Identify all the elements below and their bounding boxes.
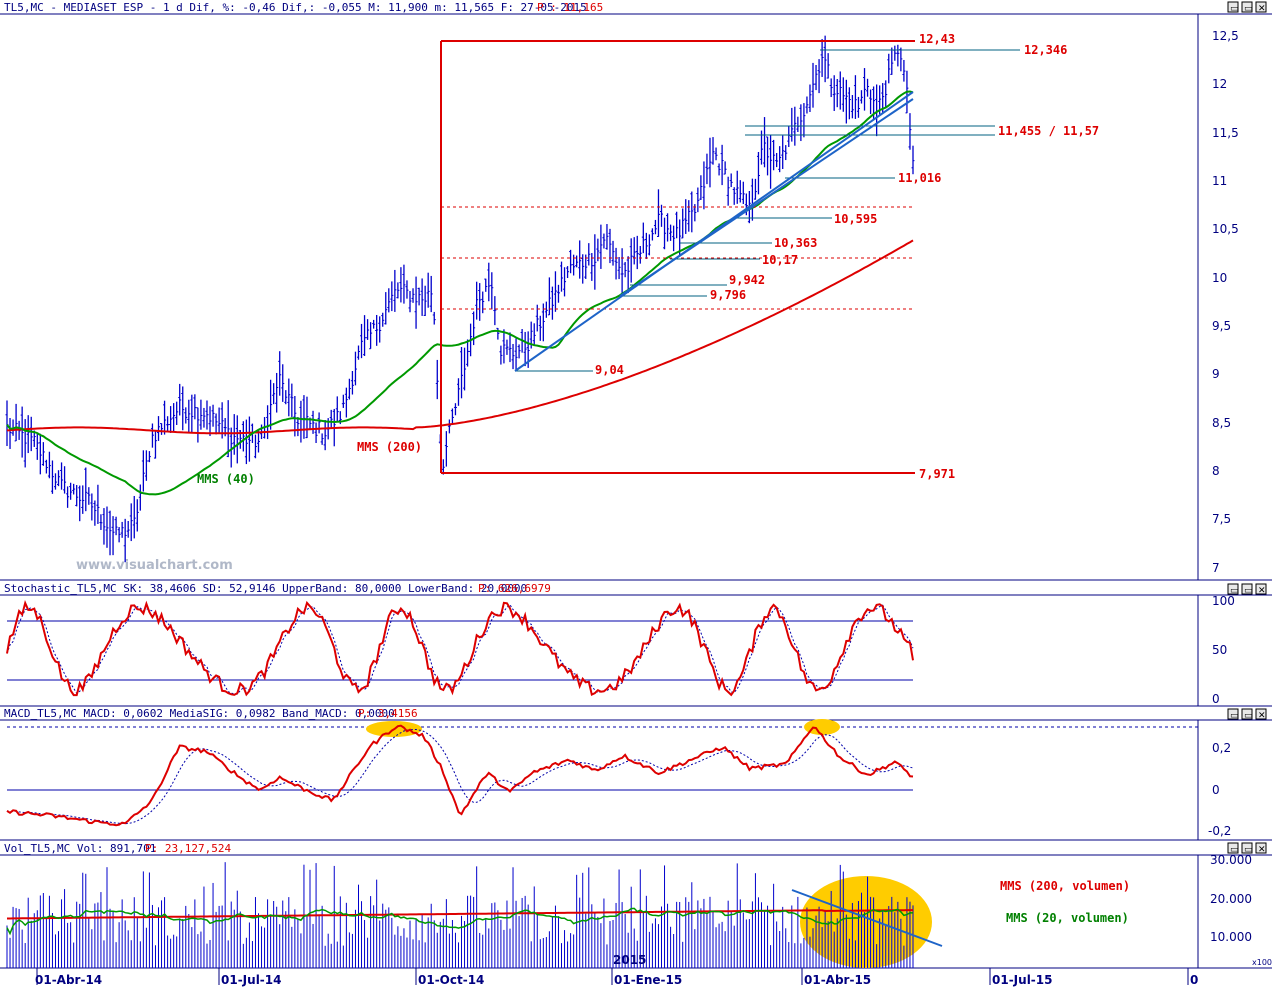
range-box <box>440 40 915 474</box>
x-tick-label: 01-Oct-14 <box>418 973 484 987</box>
macd-y-axis: 0,2 0 -0,2 <box>1208 741 1231 838</box>
stochastic-sd-line <box>6 604 914 695</box>
y-tick-label: 11 <box>1212 174 1227 188</box>
y-tick-label: 10.000 <box>1210 930 1252 944</box>
y-tick-label: 12 <box>1212 77 1227 91</box>
level-label-7-971: 7,971 <box>919 467 955 481</box>
x-tick-label: 01-Abr-15 <box>804 973 871 987</box>
stochastic-panel-header-p: P: 626,6979 <box>478 582 551 595</box>
close-icon[interactable]: ✕ <box>1258 586 1266 596</box>
macd-plot <box>6 724 914 827</box>
trendlines <box>514 91 914 372</box>
y-tick-label: 0,2 <box>1212 741 1231 755</box>
y-tick-label: 100 <box>1212 594 1235 608</box>
maximize-icon[interactable]: ▭ <box>1244 4 1253 14</box>
mms40-label: MMS (40) <box>197 472 255 486</box>
panel-frames <box>0 13 1272 969</box>
level-lines <box>515 49 1020 372</box>
mms40-line <box>6 90 914 496</box>
window-buttons-volume[interactable]: ▭ ▭ ✕ <box>1227 842 1267 855</box>
window-buttons-price[interactable]: ▭ ▭ ✕ <box>1227 1 1267 14</box>
maximize-icon[interactable]: ▭ <box>1244 586 1253 596</box>
level-label-9-796: 9,796 <box>710 288 746 302</box>
close-icon[interactable]: ✕ <box>1258 711 1266 721</box>
level-label-9-04: 9,04 <box>595 363 624 377</box>
y-tick-label: 0 <box>1212 783 1220 797</box>
y-tick-label: 12,5 <box>1212 29 1239 43</box>
y-tick-label: 20.000 <box>1210 892 1252 906</box>
volume-plot <box>6 862 914 968</box>
volume-y-axis: 30.000 20.000 10.000 x100 <box>1210 853 1272 967</box>
y-tick-label: 10 <box>1212 271 1227 285</box>
level-label-9-942: 9,942 <box>729 273 765 287</box>
x-tick-label: 01-Jul-14 <box>221 973 281 987</box>
level-label-12-346: 12,346 <box>1024 43 1067 57</box>
y-tick-label: 0 <box>1212 692 1220 706</box>
volume-panel-header-p: P: 23,127,524 <box>145 842 231 855</box>
y-tick-label: -0,2 <box>1208 824 1231 838</box>
level-label-10-17: 10,17 <box>762 253 798 267</box>
price-y-axis: 12,5 12 11,5 11 10,5 10 9,5 9 8,5 8 7,5 … <box>1212 29 1239 575</box>
volume-panel-header: Vol_TL5,MC Vol: 891,701 <box>4 842 156 855</box>
volume-mms20-line <box>6 907 914 936</box>
y-tick-label: 7 <box>1212 561 1220 575</box>
price-panel-header-p: P : 11,165 <box>537 1 603 14</box>
x-tick-label: 01-Ene-15 <box>614 973 682 987</box>
level-labels: 12,43 12,346 11,455 / 11,57 11,016 10,59… <box>197 32 1099 486</box>
y-tick-label: 9,5 <box>1212 319 1231 333</box>
year-label: 2015 <box>613 953 646 967</box>
y-tick-label: 10,5 <box>1212 222 1239 236</box>
volume-trendline <box>791 889 943 947</box>
y-tick-label: 50 <box>1212 643 1227 657</box>
stochastic-y-axis: 100 50 0 <box>1212 594 1235 706</box>
mms200-line <box>6 239 914 435</box>
minimize-icon[interactable]: ▭ <box>1230 586 1239 596</box>
close-icon[interactable]: ✕ <box>1258 845 1266 855</box>
macd-highlight-2 <box>804 719 840 735</box>
close-icon[interactable]: ✕ <box>1258 4 1266 14</box>
y-tick-label: 30.000 <box>1210 853 1252 867</box>
volume-highlight <box>800 876 932 968</box>
level-label-11-016: 11,016 <box>898 171 941 185</box>
x-tick-label: 0 <box>1190 973 1198 987</box>
macd-panel-header: MACD_TL5,MC MACD: 0,0602 MediaSIG: 0,098… <box>4 707 395 720</box>
macd-panel-header-p: P: 3,4156 <box>358 707 418 720</box>
stochastic-sk-line <box>6 599 914 697</box>
y-tick-label: 11,5 <box>1212 126 1239 140</box>
price-panel-header: TL5,MC - MEDIASET ESP - 1 d Dif, %: -0,4… <box>4 1 587 14</box>
minimize-icon[interactable]: ▭ <box>1230 711 1239 721</box>
x-axis: 01-Abr-14 01-Jul-14 01-Oct-14 01-Ene-15 … <box>35 968 1198 987</box>
y-tick-label: 7,5 <box>1212 512 1231 526</box>
level-label-10-363: 10,363 <box>774 236 817 250</box>
x-tick-label: 01-Jul-15 <box>992 973 1052 987</box>
y-tick-label: 8 <box>1212 464 1220 478</box>
vol-mms200-label: MMS (200, volumen) <box>1000 879 1130 893</box>
volume-unit-label: x100 <box>1252 958 1272 967</box>
price-plot <box>5 35 915 563</box>
macd-line <box>6 724 914 827</box>
maximize-icon[interactable]: ▭ <box>1244 711 1253 721</box>
level-label-11-455: 11,455 / 11,57 <box>998 124 1099 138</box>
stochastic-panel-header: Stochastic_TL5,MC SK: 38,4606 SD: 52,914… <box>4 582 527 595</box>
level-label-10-595: 10,595 <box>834 212 877 226</box>
level-label-12-43: 12,43 <box>919 32 955 46</box>
window-buttons-macd[interactable]: ▭ ▭ ✕ <box>1227 708 1267 721</box>
stochastic-bands <box>7 620 913 681</box>
y-tick-label: 8,5 <box>1212 416 1231 430</box>
mms200-label: MMS (200) <box>357 440 422 454</box>
x-tick-label: 01-Abr-14 <box>35 973 102 987</box>
maximize-icon[interactable]: ▭ <box>1244 845 1253 855</box>
vol-mms20-label: MMS (20, volumen) <box>1006 911 1129 925</box>
minimize-icon[interactable]: ▭ <box>1230 845 1239 855</box>
minimize-icon[interactable]: ▭ <box>1230 4 1239 14</box>
y-tick-label: 9 <box>1212 367 1220 381</box>
stochastic-plot <box>6 599 914 697</box>
macd-signal-line <box>6 728 914 825</box>
watermark: www.visualchart.com <box>76 558 233 573</box>
window-buttons-stochastic[interactable]: ▭ ▭ ✕ <box>1227 583 1267 596</box>
